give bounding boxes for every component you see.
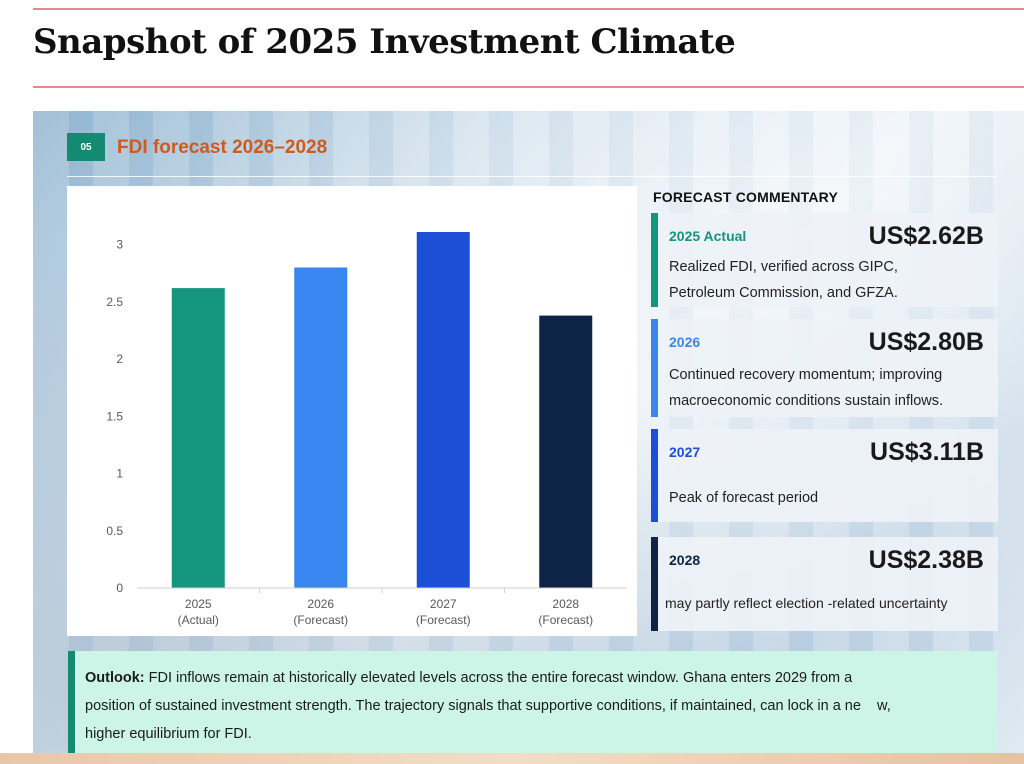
bar-2025 [171,288,225,588]
y-tick-label: 1 [116,467,123,481]
x-tick-label: (Actual) [178,613,219,627]
bottom-image-strip [0,753,1024,764]
x-tick-label: (Forecast) [416,613,471,627]
card-year: 2025 Actual [669,228,747,244]
x-tick-label: 2027 [430,597,457,611]
commentary-card-2027: 2027 US$3.11B Peak of forecast period [651,429,998,522]
bar-2028 [539,315,593,588]
y-tick-label: 0 [116,581,123,595]
card-accent-bar [651,213,658,307]
outlook-box: Outlook: FDI inflows remain at historica… [68,651,998,753]
x-tick-label: (Forecast) [538,613,593,627]
fdi-forecast-panel: 05 FDI forecast 2026–2028 0 0.5 1 1.5 2 2.5 3 … [33,111,1024,753]
page-title: Snapshot of 2025 Investment Climate [33,22,736,62]
y-axis: 0 0.5 1 1.5 2 2.5 3 [106,238,123,595]
section-divider [67,176,997,177]
card-description-line: may partly reflect election -related unc… [665,595,948,611]
y-tick-label: 3 [116,238,123,252]
outlook-accent-bar [68,651,75,753]
commentary-card-2025: 2025 Actual US$2.62B Realized FDI, verif… [651,213,998,307]
x-tick-label: (Forecast) [293,613,348,627]
card-value: US$2.38B [868,546,984,574]
card-description: Continued recovery momentum; improving m… [669,362,994,414]
bar-2027 [416,232,470,589]
commentary-heading: FORECAST COMMENTARY [653,189,839,205]
card-year: 2027 [669,444,701,460]
y-tick-label: 1.5 [106,409,123,423]
commentary-card-2026: 2026 US$2.80B Continued recovery momentu… [651,319,998,417]
outlook-line: higher equilibrium for FDI. [85,726,252,742]
y-tick-label: 2 [116,352,123,366]
card-description-line: Realized FDI, verified across GIPC, [669,259,898,275]
commentary-card-2028: 2028 US$2.38B may partly reflect electio… [651,537,998,631]
x-tick-label: 2025 [185,597,212,611]
card-description: Peak of forecast period [669,485,994,511]
section-number-badge: 05 [67,133,105,161]
outlook-label: Outlook: [85,670,145,686]
bars [171,232,593,589]
card-accent-bar [651,429,658,522]
section-title: FDI forecast 2026–2028 [117,137,328,158]
y-tick-label: 2.5 [106,295,123,309]
card-value: US$2.80B [868,328,984,356]
card-description: may partly reflect election -related unc… [665,590,990,616]
bar-2026 [294,267,348,588]
card-value: US$3.11B [870,438,984,466]
card-accent-bar [651,319,658,417]
x-tick-label: 2026 [307,597,334,611]
card-description-line: Continued recovery momentum; improving [669,367,943,383]
fdi-bar-chart: 0 0.5 1 1.5 2 2.5 3 2025 (Actual) 2026 (Forecast)… [67,186,637,636]
card-description-line: macroeconomic conditions sustain inflows… [669,393,944,409]
card-description-line: Peak of forecast period [669,490,819,506]
y-tick-label: 0.5 [106,524,123,538]
title-divider [33,86,1024,88]
card-accent-bar [651,537,658,631]
card-description-line: Petroleum Commission, and GFZA. [669,285,898,301]
top-divider [33,8,1024,10]
card-value: US$2.62B [868,222,984,250]
outlook-line: position of sustained investment strengt… [85,698,891,714]
x-tick-label: 2028 [552,597,579,611]
x-axis: 2025 (Actual) 2026 (Forecast) 2027 (Forecast)… [137,587,627,627]
outlook-line: Outlook: FDI inflows remain at historica… [85,664,982,692]
card-year: 2026 [669,334,701,350]
card-year: 2028 [669,552,701,568]
card-description: Realized FDI, verified across GIPC, Petr… [669,254,994,306]
chart-svg: 0 0.5 1 1.5 2 2.5 3 2025 (Actual) 2026 (Forecast)… [106,232,627,627]
outlook-text: FDI inflows remain at historically eleva… [144,670,853,686]
